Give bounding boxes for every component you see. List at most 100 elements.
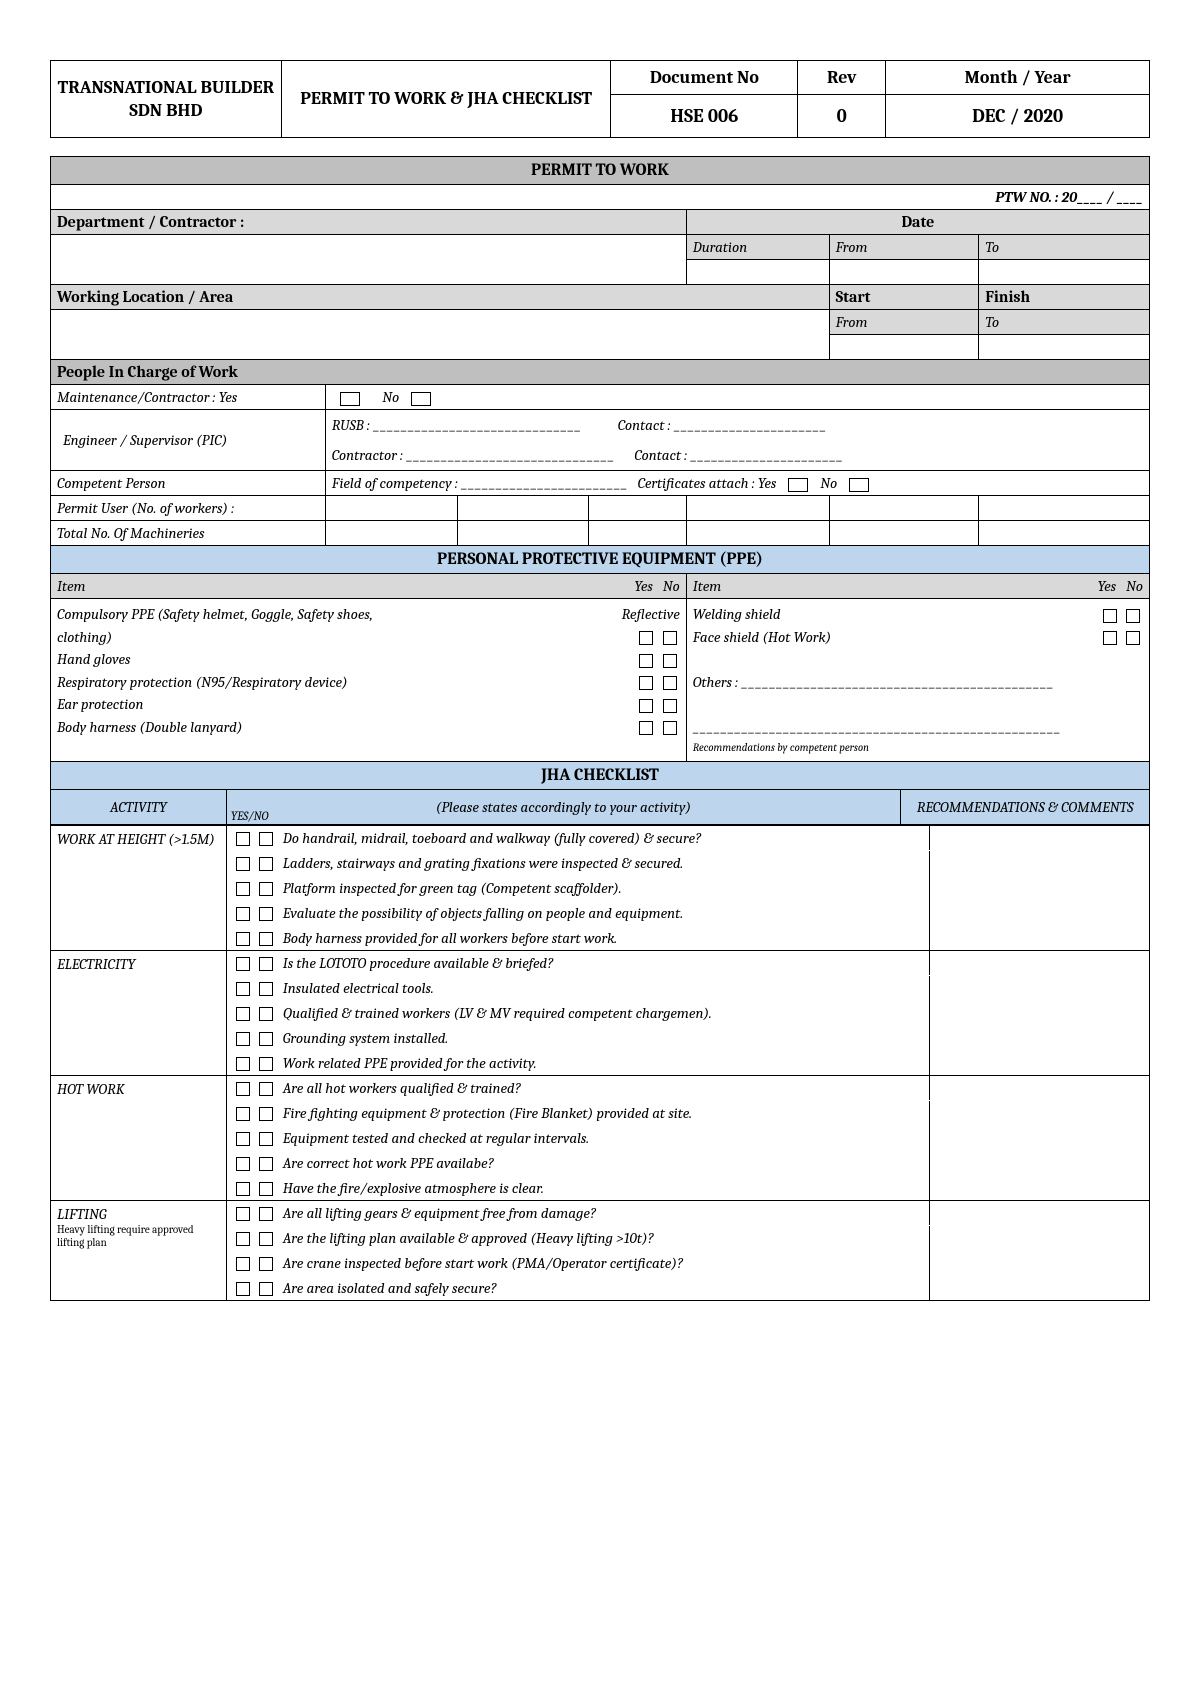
monthyear-label: Month / Year [886, 61, 1150, 95]
yes-checkbox[interactable] [236, 1157, 250, 1171]
cert-yes-checkbox[interactable] [788, 478, 808, 492]
no-checkbox[interactable] [259, 982, 273, 996]
people-label: People In Charge of Work [51, 360, 1150, 385]
ptw-number: PTW NO. : 20____ / ____ [51, 185, 1150, 210]
workers-field-6[interactable] [979, 496, 1150, 521]
reco-header: RECOMMENDATIONS & COMMENTS [901, 789, 1150, 824]
workers-field-2[interactable] [457, 496, 589, 521]
reco-cell[interactable] [930, 825, 1150, 950]
cert-no-checkbox[interactable] [849, 478, 869, 492]
no-checkbox[interactable] [259, 907, 273, 921]
jha-item: Work related PPE provided for the activi… [226, 1050, 929, 1075]
no-checkbox[interactable] [259, 1107, 273, 1121]
jha-item: Are correct hot work PPE availabe? [226, 1150, 929, 1175]
yes-checkbox[interactable] [236, 1282, 250, 1296]
yes-checkbox[interactable] [236, 907, 250, 921]
mach-field-1[interactable] [325, 521, 457, 546]
yes-checkbox[interactable] [236, 1032, 250, 1046]
no-checkbox[interactable] [259, 1182, 273, 1196]
activity-cell: LIFTINGHeavy lifting require approved li… [51, 1200, 227, 1300]
workers-field-5[interactable] [829, 496, 979, 521]
workers-field-1[interactable] [325, 496, 457, 521]
location-label: Working Location / Area [51, 285, 830, 310]
maint-label: Maintenance/Contractor : Yes [51, 385, 326, 410]
docno-label: Document No [611, 61, 798, 95]
dept-field[interactable] [51, 235, 687, 285]
duration-field[interactable] [686, 260, 829, 285]
no-checkbox[interactable] [259, 1132, 273, 1146]
no-checkbox[interactable] [259, 1257, 273, 1271]
no-checkbox[interactable] [259, 1157, 273, 1171]
no-checkbox[interactable] [259, 1232, 273, 1246]
maint-checkboxes[interactable]: No [325, 385, 1149, 410]
yes-checkbox[interactable] [236, 1182, 250, 1196]
yes-checkbox[interactable] [236, 1207, 250, 1221]
no-checkbox[interactable] [259, 1032, 273, 1046]
yes-checkbox[interactable] [236, 1232, 250, 1246]
yes-checkbox[interactable] [236, 857, 250, 871]
no-checkbox[interactable] [259, 1207, 273, 1221]
jha-item: Do handrail, midrail, toeboard and walkw… [226, 825, 929, 850]
finish-to-field[interactable] [979, 335, 1150, 360]
competent-row[interactable]: Field of competency : __________________… [325, 471, 1149, 496]
jha-item: Qualified & trained workers (LV & MV req… [226, 1000, 929, 1025]
mach-field-3[interactable] [589, 521, 686, 546]
no-checkbox[interactable] [259, 957, 273, 971]
yes-checkbox[interactable] [236, 882, 250, 896]
contractor-row[interactable]: Contractor : ___________________________… [325, 440, 1149, 471]
maint-no-checkbox[interactable] [411, 392, 431, 406]
jha-item: Body harness provided for all workers be… [226, 925, 929, 950]
no-checkbox[interactable] [259, 1082, 273, 1096]
jha-item: Platform inspected for green tag (Compet… [226, 875, 929, 900]
yes-checkbox[interactable] [236, 1257, 250, 1271]
activity-cell: WORK AT HEIGHT (>1.5M) [51, 825, 227, 950]
mach-field-6[interactable] [979, 521, 1150, 546]
to-field[interactable] [979, 260, 1150, 285]
yes-checkbox[interactable] [236, 982, 250, 996]
date-label: Date [686, 210, 1149, 235]
mach-field-5[interactable] [829, 521, 979, 546]
yes-checkbox[interactable] [236, 932, 250, 946]
no-checkbox[interactable] [259, 1057, 273, 1071]
yes-checkbox[interactable] [236, 1007, 250, 1021]
ppe-item-left: Item Yes No [51, 574, 687, 599]
workers-field-3[interactable] [589, 496, 686, 521]
rusb-row[interactable]: RUSB : ______________________________ Co… [325, 410, 1149, 441]
workers-field-4[interactable] [686, 496, 829, 521]
yes-checkbox[interactable] [236, 1082, 250, 1096]
jha-item: Are the lifting plan available & approve… [226, 1225, 929, 1250]
start-from-field[interactable] [829, 335, 979, 360]
yes-checkbox[interactable] [236, 1132, 250, 1146]
location-field[interactable] [51, 310, 830, 360]
from-field[interactable] [829, 260, 979, 285]
ppe-reco-note: Recommendations by competent person [693, 740, 1143, 757]
no-checkbox[interactable] [259, 857, 273, 871]
from-label: From [829, 235, 979, 260]
jha-item: Evaluate the possibility of objects fall… [226, 900, 929, 925]
jha-item: Are all lifting gears & equipment free f… [226, 1200, 929, 1225]
reco-cell[interactable] [930, 1200, 1150, 1300]
yes-checkbox[interactable] [236, 957, 250, 971]
jha-item: Fire fighting equipment & protection (Fi… [226, 1100, 929, 1125]
reco-cell[interactable] [930, 1075, 1150, 1200]
activity-cell: HOT WORK [51, 1075, 227, 1200]
no-checkbox[interactable] [259, 1282, 273, 1296]
no-checkbox[interactable] [259, 932, 273, 946]
mach-field-2[interactable] [457, 521, 589, 546]
to-label: To [979, 235, 1150, 260]
mach-field-4[interactable] [686, 521, 829, 546]
no-checkbox[interactable] [259, 832, 273, 846]
permituser-label: Permit User (No. of workers) : [51, 496, 326, 521]
yes-checkbox[interactable] [236, 1107, 250, 1121]
maint-yes-checkbox[interactable] [340, 392, 360, 406]
no-checkbox[interactable] [259, 882, 273, 896]
yes-checkbox[interactable] [236, 832, 250, 846]
activity-cell: ELECTRICITY [51, 950, 227, 1075]
finish-label: Finish [979, 285, 1150, 310]
company-name: TRANSNATIONAL BUILDER SDN BHD [51, 61, 282, 138]
no-checkbox[interactable] [259, 1007, 273, 1021]
yes-checkbox[interactable] [236, 1057, 250, 1071]
reco-cell[interactable] [930, 950, 1150, 1075]
start-from-label: From [829, 310, 979, 335]
rev-label: Rev [798, 61, 886, 95]
